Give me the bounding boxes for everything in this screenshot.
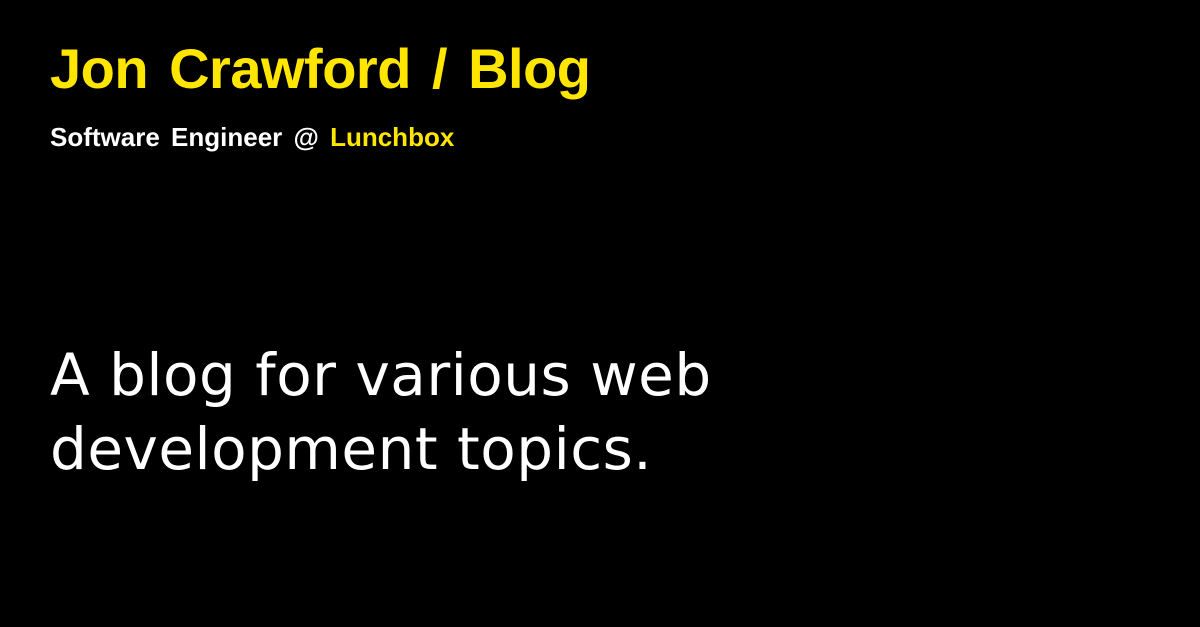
company-name: Lunchbox bbox=[330, 122, 455, 152]
author-tagline: Software Engineer @ Lunchbox bbox=[50, 120, 454, 154]
description-line: A blog for various web bbox=[50, 341, 712, 409]
blog-title: Jon Crawford / Blog bbox=[50, 37, 591, 100]
job-title: Software Engineer @ bbox=[50, 122, 331, 152]
blog-description: A blog for various web development topic… bbox=[50, 338, 810, 486]
description-line: development topics. bbox=[50, 415, 653, 483]
